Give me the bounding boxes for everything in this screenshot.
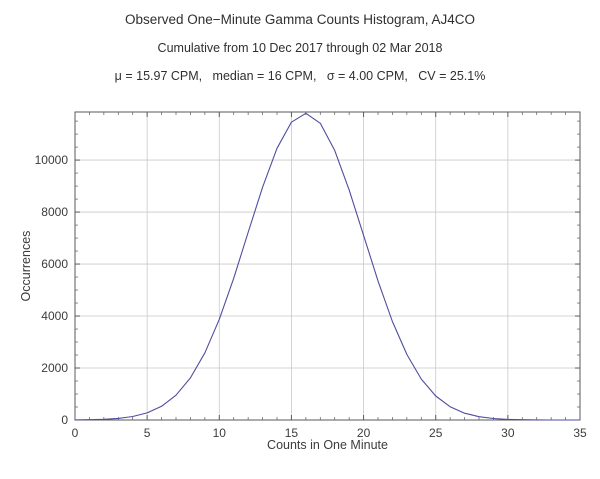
x-axis-label: Counts in One Minute (267, 438, 388, 452)
y-tick-label: 10000 (35, 153, 69, 167)
x-tick-label: 30 (501, 426, 515, 440)
x-tick-label: 20 (357, 426, 371, 440)
chart-stats-annotation: μ = 15.97 CPM, median = 16 CPM, σ = 4.00… (114, 69, 486, 83)
x-tick-label: 10 (213, 426, 227, 440)
x-tick-label: 15 (285, 426, 299, 440)
y-tick-label: 4000 (41, 309, 68, 323)
x-tick-label: 0 (72, 426, 79, 440)
histogram-curve (74, 112, 580, 421)
x-tick-label: 35 (573, 426, 587, 440)
chart-subtitle: Cumulative from 10 Dec 2017 through 02 M… (157, 41, 443, 55)
plot-frame (74, 111, 581, 421)
chart-title: Observed One−Minute Gamma Counts Histogr… (124, 12, 476, 27)
y-tick-label: 6000 (41, 257, 68, 271)
x-tick-label: 5 (144, 426, 151, 440)
y-tick-label: 2000 (41, 361, 68, 375)
y-axis-label: Occurrences (19, 230, 33, 302)
x-tick-label: 25 (429, 426, 443, 440)
y-tick-label: 0 (61, 413, 68, 427)
y-tick-label: 8000 (41, 205, 68, 219)
